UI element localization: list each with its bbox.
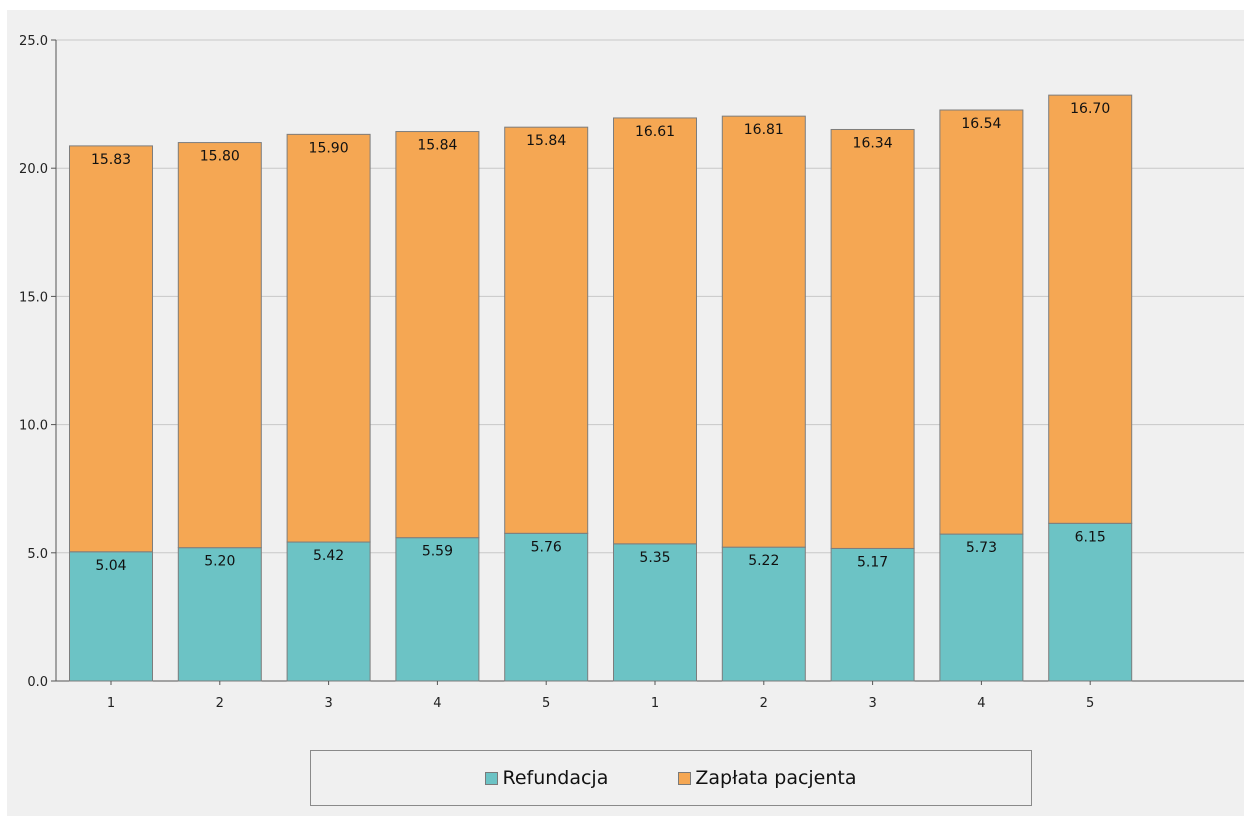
- legend-swatch-refundacja: [485, 771, 499, 785]
- legend-swatch-zaplata-pacjenta: [678, 771, 692, 785]
- bar-zaplata-pacjenta-1: [177, 142, 262, 549]
- data-label-refundacja-0: 5.04: [95, 558, 126, 574]
- data-label-zaplata-pacjenta-8: 16.54: [961, 116, 1001, 132]
- bar-refundacja-2: [286, 541, 371, 682]
- x-tick-label-9: 5: [1086, 696, 1094, 711]
- bar-zaplata-pacjenta-0: [69, 145, 153, 553]
- y-tick-label-2: 10.0: [19, 419, 48, 434]
- y-tick-label-3: 15.0: [19, 290, 48, 305]
- x-tick-label-2: 3: [324, 696, 332, 711]
- y-tick-label-4: 20.0: [19, 162, 48, 177]
- x-tick-label-3: 4: [433, 696, 441, 711]
- bar-refundacja-1: [177, 547, 262, 682]
- y-tick-label-0: 0.0: [27, 675, 48, 690]
- legend-entry-zaplata-pacjenta: Zapłata pacjenta: [678, 767, 857, 789]
- data-label-refundacja-6: 5.22: [748, 553, 779, 569]
- data-label-refundacja-1: 5.20: [204, 554, 235, 570]
- bar-refundacja-8: [939, 533, 1024, 682]
- legend: Refundacja Zapłata pacjenta: [310, 750, 1032, 806]
- data-label-zaplata-pacjenta-2: 15.90: [309, 140, 349, 156]
- data-label-zaplata-pacjenta-6: 16.81: [744, 122, 784, 138]
- legend-entry-refundacja: Refundacja: [485, 767, 608, 789]
- chart-panel: 0.0 5.0 10.0 15.0 20.0 25.0 5.04 15.83 1 5.20 15.8…: [7, 10, 1244, 816]
- bar-zaplata-pacjenta-8: [939, 109, 1024, 535]
- bar-refundacja-0: [69, 551, 153, 682]
- data-label-zaplata-pacjenta-3: 15.84: [417, 138, 457, 154]
- x-tick-label-1: 2: [216, 696, 224, 711]
- data-label-zaplata-pacjenta-1: 15.80: [200, 149, 240, 165]
- bar-refundacja-5: [613, 543, 697, 682]
- data-label-zaplata-pacjenta-5: 16.61: [635, 124, 675, 140]
- bar-zaplata-pacjenta-3: [395, 131, 480, 539]
- y-tick-label-5: 25.0: [19, 34, 48, 49]
- data-label-zaplata-pacjenta-4: 15.84: [526, 133, 566, 149]
- data-label-zaplata-pacjenta-7: 16.34: [853, 135, 893, 151]
- x-tick-label-5: 1: [651, 696, 659, 711]
- data-label-refundacja-8: 5.73: [966, 540, 997, 556]
- bar-refundacja-3: [395, 537, 480, 682]
- bar-zaplata-pacjenta-9: [1048, 94, 1133, 524]
- x-tick-label-7: 3: [868, 696, 876, 711]
- bar-zaplata-pacjenta-6: [721, 115, 806, 548]
- bar-zaplata-pacjenta-2: [286, 133, 371, 543]
- data-label-refundacja-7: 5.17: [857, 554, 888, 570]
- x-tick-label-6: 2: [760, 696, 768, 711]
- data-label-refundacja-9: 6.15: [1075, 529, 1106, 545]
- data-label-refundacja-2: 5.42: [313, 548, 344, 564]
- x-tick-label-8: 4: [977, 696, 985, 711]
- bar-refundacja-9: [1048, 522, 1133, 682]
- bar-refundacja-7: [830, 547, 915, 682]
- legend-label-refundacja: Refundacja: [502, 767, 609, 789]
- bar-zaplata-pacjenta-4: [504, 126, 589, 534]
- data-label-zaplata-pacjenta-9: 16.70: [1070, 101, 1110, 117]
- x-tick-label-4: 5: [542, 696, 550, 711]
- data-label-zaplata-pacjenta-0: 15.83: [91, 152, 131, 168]
- data-label-refundacja-5: 5.35: [639, 550, 670, 566]
- legend-label-zaplata-pacjenta: Zapłata pacjenta: [695, 767, 857, 789]
- data-label-refundacja-4: 5.76: [531, 539, 562, 555]
- bar-zaplata-pacjenta-7: [830, 128, 915, 549]
- y-tick-label-1: 5.0: [27, 547, 48, 562]
- stacked-bar-chart: 0.0 5.0 10.0 15.0 20.0 25.0 5.04 15.83 1 5.20 15.8…: [19, 34, 1244, 711]
- bar-zaplata-pacjenta-5: [613, 117, 697, 545]
- x-tick-label-0: 1: [107, 696, 115, 711]
- bar-refundacja-4: [504, 532, 589, 682]
- data-label-refundacja-3: 5.59: [422, 544, 453, 560]
